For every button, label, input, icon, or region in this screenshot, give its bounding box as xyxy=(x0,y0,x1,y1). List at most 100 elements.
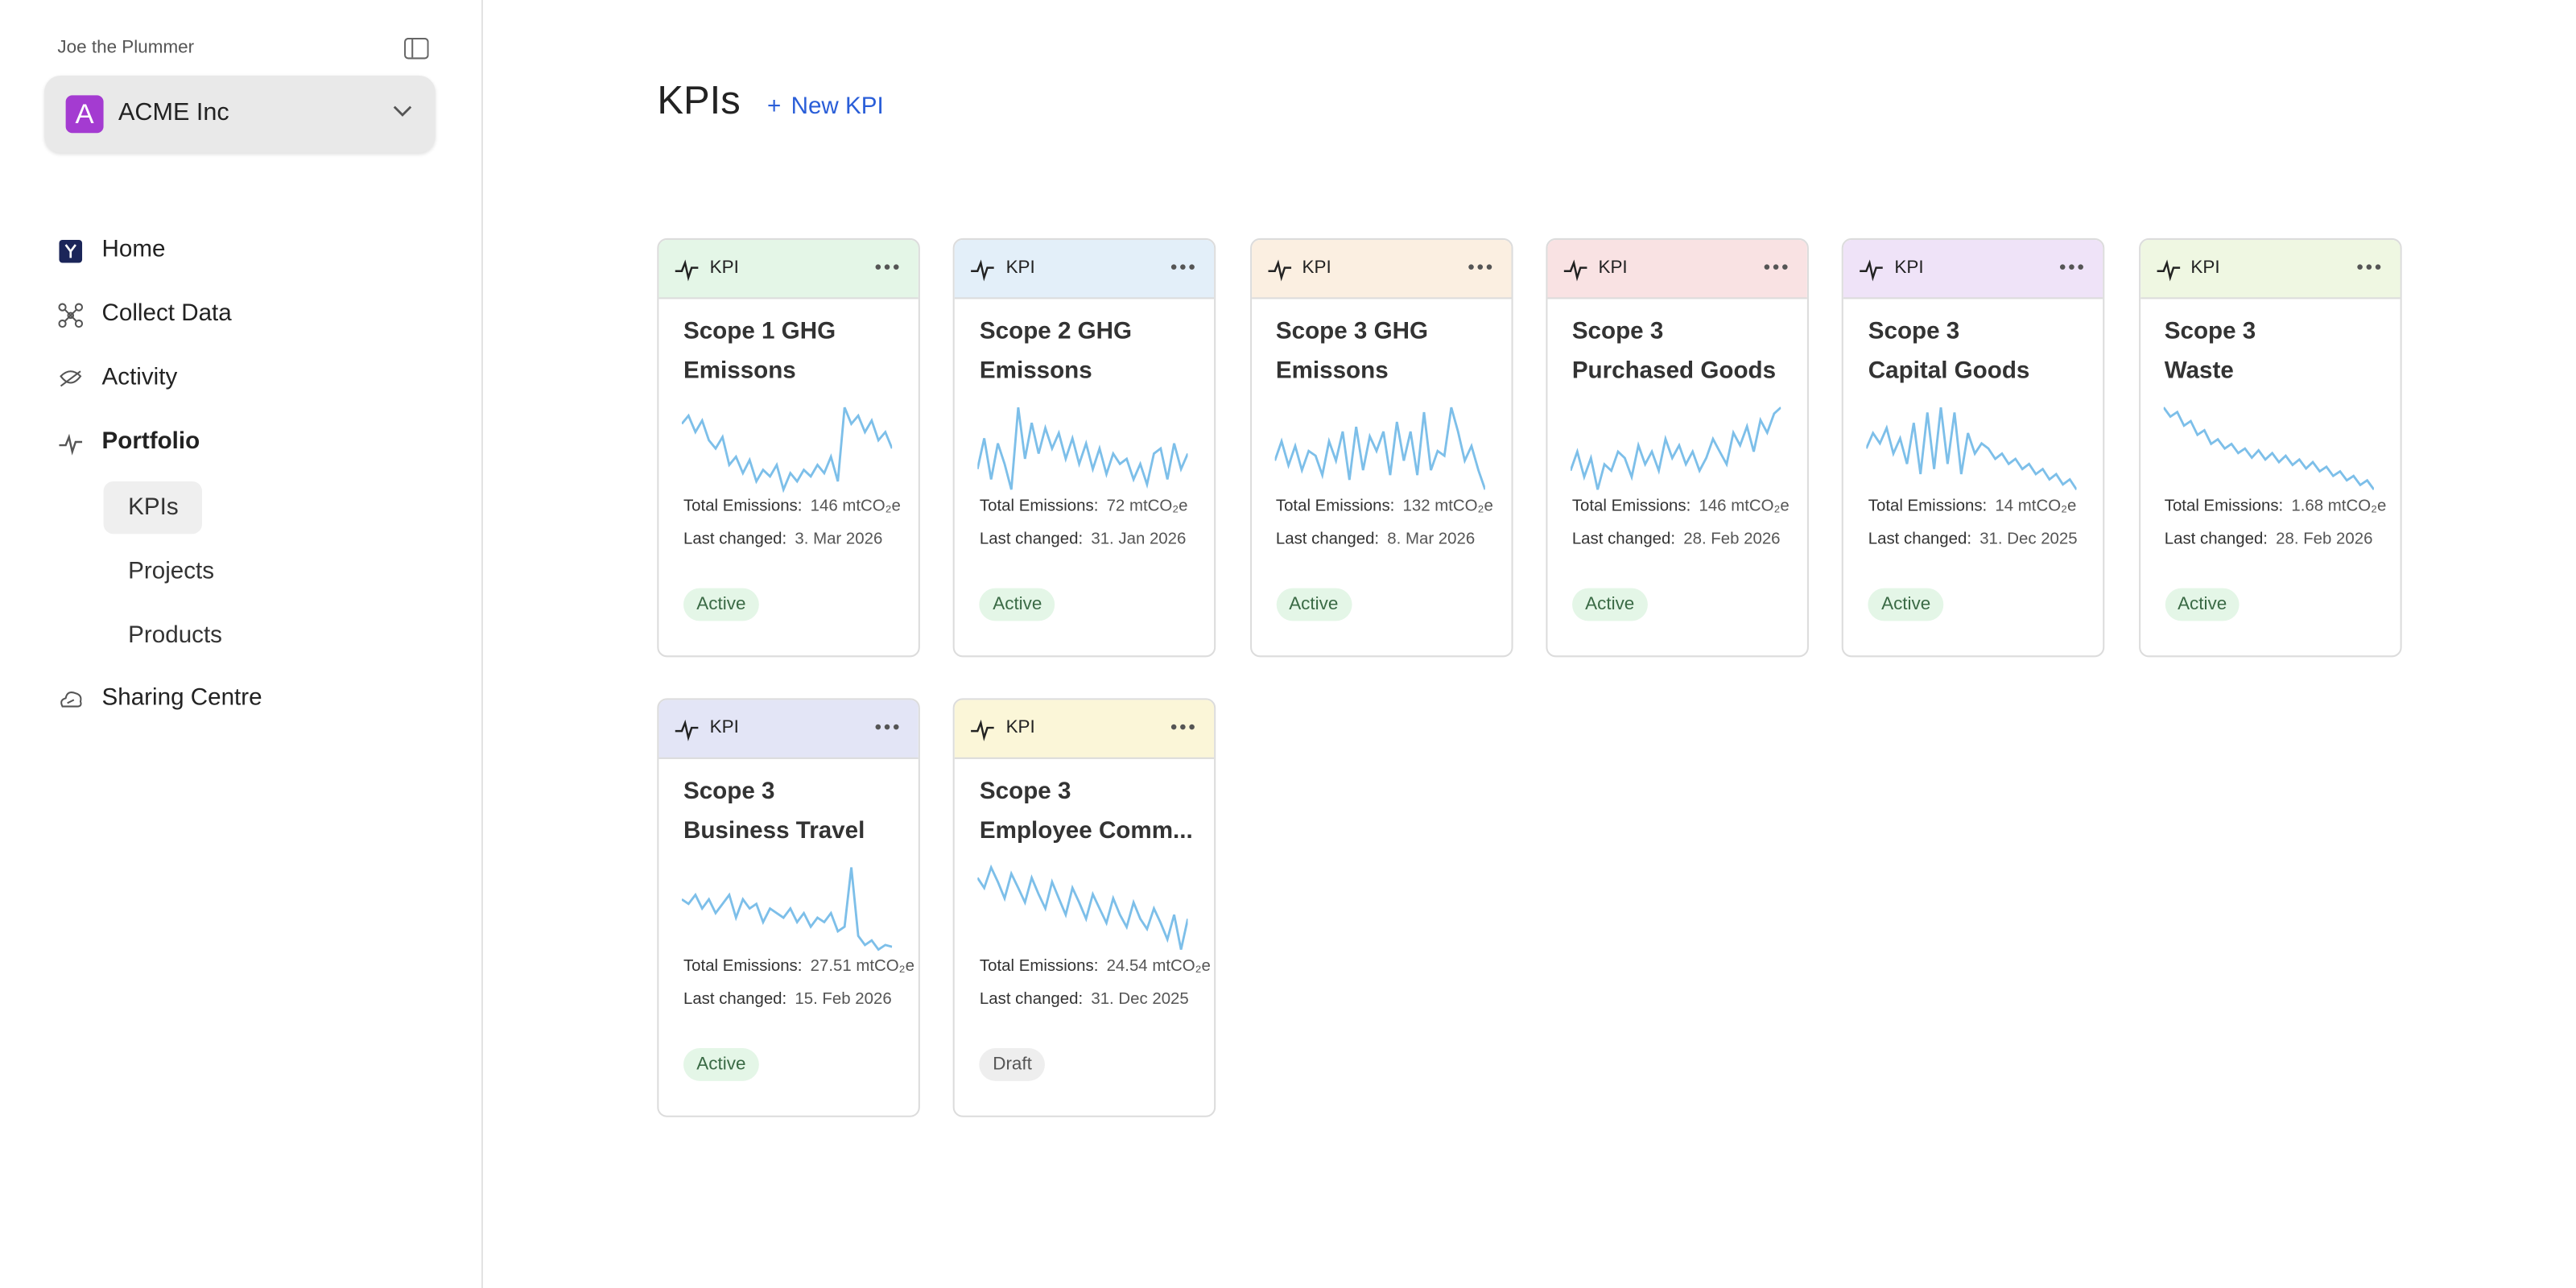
meta-value: 146 mtCO₂e xyxy=(1699,497,1790,516)
dot xyxy=(2069,264,2075,270)
card-meta: Last changed: 31. Dec 2025 xyxy=(1868,530,2078,548)
nav-icon xyxy=(59,433,83,456)
sub-nav-item[interactable]: Projects xyxy=(128,558,215,585)
kpi-icon xyxy=(675,719,699,741)
nav-item[interactable]: Collect Data xyxy=(101,300,232,328)
card-tag: KPI xyxy=(709,717,739,738)
kpi-card[interactable]: KPI Scope 3 Business Travel Total Emissions… xyxy=(657,698,920,1117)
meta-label: Last changed: xyxy=(1275,530,1380,549)
more-menu[interactable] xyxy=(1467,263,1493,271)
nav-item[interactable]: Portfolio xyxy=(101,428,200,456)
dot xyxy=(1468,264,1473,270)
more-menu[interactable] xyxy=(1763,263,1790,271)
kpi-card[interactable]: KPI Scope 3 Capital Goods Total Emissions: 1… xyxy=(1842,237,2105,658)
sub-nav-item[interactable]: KPIs xyxy=(103,481,203,535)
sidebar-toggle[interactable] xyxy=(404,37,429,60)
card-title: Scope 3 xyxy=(683,778,775,805)
meta-value: 1.68 mtCO₂e xyxy=(2291,497,2387,516)
card-title: Emissons xyxy=(1275,357,1389,384)
chevron xyxy=(393,105,412,117)
status-badge: Active xyxy=(2164,588,2240,621)
kpi-card[interactable]: KPI Scope 3 Employee Comm... Total Emission… xyxy=(953,698,1216,1117)
card-header: KPI xyxy=(1251,239,1511,299)
card-header: KPI xyxy=(658,700,919,759)
card-title: Purchased Goods xyxy=(1571,357,1777,384)
org-avatar: A xyxy=(65,95,104,134)
kpi-icon xyxy=(1267,259,1291,282)
card-title: Scope 2 GHG xyxy=(979,318,1133,345)
nav-item[interactable]: Activity xyxy=(101,365,178,391)
dot xyxy=(1781,264,1788,270)
dot xyxy=(2365,264,2372,270)
more-menu[interactable] xyxy=(874,723,901,731)
button-label: New KPI xyxy=(791,93,884,120)
card-meta: Last changed: 28. Feb 2026 xyxy=(2165,530,2373,548)
dot xyxy=(884,724,890,730)
card-title: Scope 3 xyxy=(1571,318,1664,345)
trend-line xyxy=(681,867,893,952)
more-menu[interactable] xyxy=(1170,263,1197,271)
card-title: Emissons xyxy=(979,357,1092,384)
card-title: Capital Goods xyxy=(1868,357,2030,384)
dot xyxy=(1171,724,1178,730)
trend-line xyxy=(1274,407,1485,490)
card-meta: Last changed: 31. Dec 2025 xyxy=(980,991,1189,1009)
card-meta: Total Emissions: 1.68 mtCO₂e xyxy=(2165,497,2387,515)
org-switcher[interactable]: A ACME Inc xyxy=(44,75,436,153)
meta-label: Total Emissions: xyxy=(1275,497,1395,516)
dot xyxy=(2060,264,2066,270)
card-meta: Total Emissions: 132 mtCO₂e xyxy=(1276,497,1493,515)
nav-item[interactable]: Home xyxy=(101,236,166,263)
card-meta: Last changed: 15. Feb 2026 xyxy=(683,991,892,1009)
sparkline xyxy=(1570,407,1781,490)
dot xyxy=(1180,724,1187,730)
meta-value: 27.51 mtCO₂e xyxy=(810,957,914,976)
more-menu[interactable] xyxy=(2059,263,2086,271)
card-meta: Total Emissions: 146 mtCO₂e xyxy=(683,497,901,515)
meta-value: 31. Dec 2025 xyxy=(1091,990,1189,1009)
card-title: Scope 3 xyxy=(1868,318,1960,345)
kpi-card[interactable]: KPI Scope 1 GHG Emissons Total Emissions: 14… xyxy=(657,237,920,658)
nav-item[interactable]: Sharing Centre xyxy=(101,685,262,712)
sparkline xyxy=(2162,407,2373,491)
status-badge: Active xyxy=(979,588,1055,621)
sub-nav-item[interactable]: Products xyxy=(128,622,222,650)
more-menu[interactable] xyxy=(1170,723,1197,731)
kpi-card[interactable]: KPI Scope 2 GHG Emissons Total Emissions: 72… xyxy=(953,237,1216,658)
page-title: KPIs xyxy=(657,78,741,124)
kpi-icon xyxy=(971,259,995,282)
status-badge: Active xyxy=(1571,588,1648,621)
nav-icon xyxy=(60,370,82,387)
more-menu[interactable] xyxy=(874,263,901,271)
trend-line xyxy=(977,407,1189,490)
status-badge: Draft xyxy=(979,1048,1046,1081)
meta-label: Last changed: xyxy=(1868,530,1971,549)
meta-value: 28. Feb 2026 xyxy=(1683,530,1781,549)
card-meta: Last changed: 8. Mar 2026 xyxy=(1276,530,1475,548)
kpi-card[interactable]: KPI Scope 3 GHG Emissons Total Emissions: 13… xyxy=(1249,237,1513,658)
dot xyxy=(2356,264,2362,270)
dot xyxy=(1189,724,1195,730)
user-name: Joe the Plummer xyxy=(57,37,195,58)
kpi-card[interactable]: KPI Scope 3 Purchased Goods Total Emissions… xyxy=(1546,237,1809,658)
card-header: KPI xyxy=(2140,239,2400,299)
card-meta: Last changed: 3. Mar 2026 xyxy=(683,530,882,548)
sparkline xyxy=(977,864,1189,950)
dot xyxy=(893,724,899,730)
trend-line xyxy=(1866,407,2077,490)
meta-label: Last changed: xyxy=(2164,530,2268,549)
status-badge: Active xyxy=(683,1048,759,1081)
kpi-card[interactable]: KPI Scope 3 Waste Total Emissions: 1.68 mtCO… xyxy=(2138,237,2401,658)
status-badge: Active xyxy=(1868,588,1944,621)
card-title: Scope 3 xyxy=(979,778,1071,805)
meta-value: 24.54 mtCO₂e xyxy=(1106,957,1211,976)
more-menu[interactable] xyxy=(2355,263,2381,271)
new-kpi-button[interactable]: + New KPI xyxy=(767,93,884,120)
kpi-icon xyxy=(1563,259,1587,282)
org-name: ACME Inc xyxy=(118,98,229,127)
card-title: Waste xyxy=(2164,357,2234,384)
trend-line xyxy=(681,407,893,493)
card-title: Business Travel xyxy=(683,817,865,844)
status-badge: Active xyxy=(1275,588,1352,621)
card-header: KPI xyxy=(1547,239,1807,299)
